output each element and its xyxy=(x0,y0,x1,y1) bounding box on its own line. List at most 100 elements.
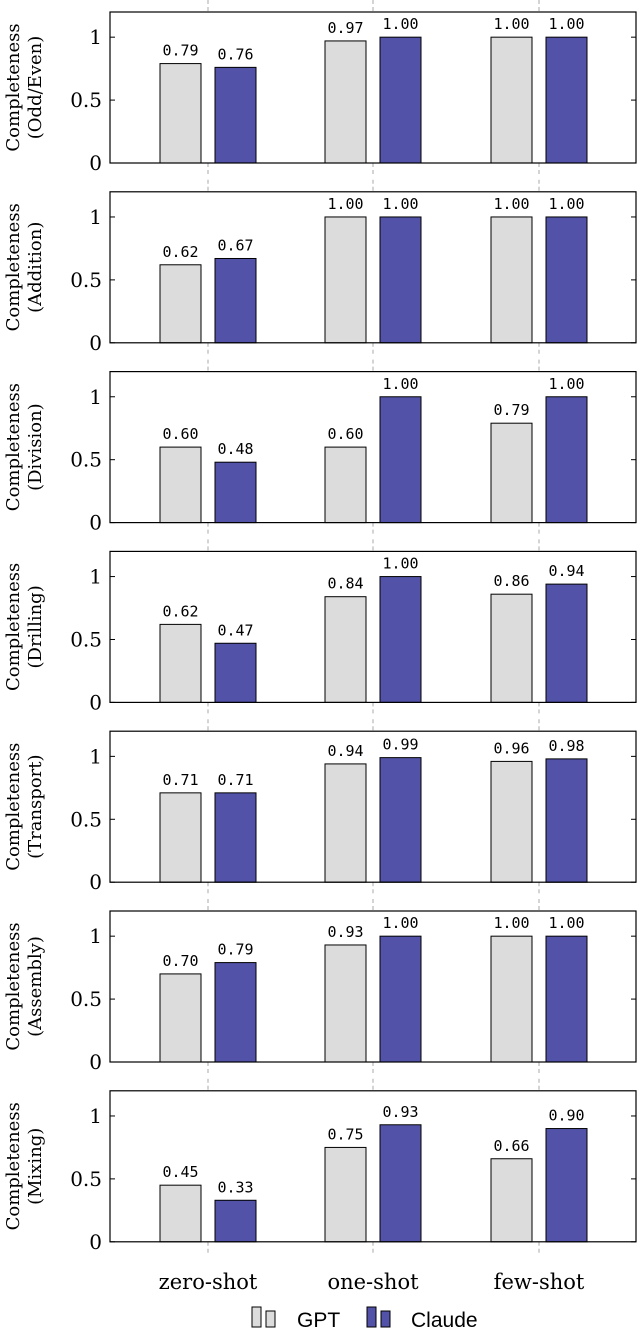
y-tick-label: 1 xyxy=(89,25,102,49)
data-label-claude-few-shot: 1.00 xyxy=(548,375,584,393)
bar-claude-one-shot xyxy=(379,396,422,524)
bar-gpt-zero-shot xyxy=(159,446,202,524)
data-label-claude-zero-shot: 0.47 xyxy=(217,621,253,639)
axes-frame xyxy=(109,11,637,164)
y-axis-label-line-2: (Transport) xyxy=(25,754,46,858)
y-tick-label: 0.5 xyxy=(70,987,102,1011)
y-axis-label-line-1: Completeness xyxy=(3,203,24,331)
bar-claude-one-shot xyxy=(379,36,422,164)
bar-claude-zero-shot xyxy=(214,642,257,703)
bar-claude-one-shot xyxy=(379,216,422,344)
y-tick-label: 0 xyxy=(89,690,102,714)
bar-claude-one-shot xyxy=(379,935,422,1063)
y-tick-label: 0 xyxy=(89,870,102,894)
x-tick-label-one-shot: one-shot xyxy=(327,1270,419,1294)
data-label-gpt-few-shot: 0.86 xyxy=(493,572,529,590)
axes-frame xyxy=(109,730,637,883)
legend-label-claude: Claude xyxy=(411,1309,478,1331)
y-axis-label-line-1: Completeness xyxy=(3,922,24,1050)
bar-claude-few-shot xyxy=(545,758,588,883)
data-label-gpt-few-shot: 1.00 xyxy=(493,914,529,932)
y-tick-label: 0.5 xyxy=(70,627,102,651)
data-label-gpt-one-shot: 0.97 xyxy=(327,19,363,37)
x-tick-label-few-shot: few-shot xyxy=(494,1270,585,1294)
data-label-gpt-one-shot: 0.75 xyxy=(327,1125,363,1143)
bar-gpt-one-shot xyxy=(324,944,367,1063)
data-label-gpt-few-shot: 1.00 xyxy=(493,195,529,213)
data-label-claude-few-shot: 0.98 xyxy=(548,737,584,755)
bar-gpt-one-shot xyxy=(324,596,367,703)
y-tick-label: 0 xyxy=(89,331,102,355)
legend-swatch-claude-b xyxy=(380,1310,391,1328)
y-tick-label: 0.5 xyxy=(70,268,102,292)
y-axis-label-line-1: Completeness xyxy=(3,23,24,151)
bar-gpt-few-shot xyxy=(490,593,533,703)
bar-gpt-few-shot xyxy=(490,36,533,164)
y-axis-label: Completeness(Odd/Even) xyxy=(3,23,46,151)
axes-frame xyxy=(109,1090,637,1243)
bar-claude-few-shot xyxy=(545,1128,588,1243)
y-tick-label: 1 xyxy=(89,205,102,229)
panel-3: 0.60 0.60 0.79 0.48 1.00 1.00 0 0.5 1 Completenes… xyxy=(3,359,637,535)
y-axis-label-line-1: Completeness xyxy=(3,1102,24,1230)
data-label-claude-one-shot: 1.00 xyxy=(382,375,418,393)
data-label-gpt-few-shot: 1.00 xyxy=(493,15,529,33)
y-tick-label: 0 xyxy=(89,511,102,535)
y-tick-label: 0 xyxy=(89,151,102,175)
y-axis-label-line-1: Completeness xyxy=(3,383,24,511)
data-label-claude-few-shot: 0.94 xyxy=(548,562,584,580)
y-tick-label: 0.5 xyxy=(70,807,102,831)
data-label-claude-one-shot: 1.00 xyxy=(382,15,418,33)
bar-gpt-one-shot xyxy=(324,216,367,344)
y-axis-label-line-2: (Division) xyxy=(25,403,46,491)
data-label-gpt-few-shot: 0.79 xyxy=(493,401,529,419)
y-tick-label: 1 xyxy=(89,565,102,589)
data-label-claude-one-shot: 1.00 xyxy=(382,195,418,213)
bar-gpt-zero-shot xyxy=(159,623,202,703)
data-label-gpt-one-shot: 0.93 xyxy=(327,923,363,941)
data-label-gpt-zero-shot: 0.62 xyxy=(162,602,198,620)
bar-gpt-few-shot xyxy=(490,1158,533,1243)
bar-claude-zero-shot xyxy=(214,1199,257,1243)
data-label-claude-one-shot: 0.99 xyxy=(382,736,418,754)
bar-gpt-one-shot xyxy=(324,763,367,883)
data-label-gpt-one-shot: 0.94 xyxy=(327,742,363,760)
data-label-gpt-zero-shot: 0.60 xyxy=(162,425,198,443)
data-label-claude-zero-shot: 0.76 xyxy=(217,45,253,63)
data-label-gpt-zero-shot: 0.70 xyxy=(162,952,198,970)
data-label-gpt-zero-shot: 0.71 xyxy=(162,771,198,789)
y-tick-label: 0.5 xyxy=(70,1167,102,1191)
data-label-claude-one-shot: 0.93 xyxy=(382,1103,418,1121)
y-axis-label-line-2: (Odd/Even) xyxy=(25,36,46,139)
y-axis-label-line-2: (Mixing) xyxy=(25,1128,46,1205)
panel-4: 0.62 0.84 0.86 0.47 1.00 0.94 0 0.5 1 Completenes… xyxy=(3,539,637,715)
data-label-claude-zero-shot: 0.79 xyxy=(217,941,253,959)
y-tick-label: 1 xyxy=(89,924,102,948)
bar-gpt-few-shot xyxy=(490,422,533,524)
y-axis-label-line-2: (Addition) xyxy=(25,222,46,313)
data-label-claude-zero-shot: 0.33 xyxy=(217,1178,253,1196)
axes-frame xyxy=(109,191,637,344)
data-label-gpt-zero-shot: 0.45 xyxy=(162,1163,198,1181)
y-axis-label: Completeness(Division) xyxy=(3,383,46,511)
y-tick-label: 1 xyxy=(89,744,102,768)
bar-claude-zero-shot xyxy=(214,461,257,524)
bar-claude-zero-shot xyxy=(214,962,257,1063)
data-label-claude-few-shot: 1.00 xyxy=(548,15,584,33)
data-label-claude-zero-shot: 0.71 xyxy=(217,771,253,789)
y-tick-label: 0 xyxy=(89,1230,102,1254)
axes-frame xyxy=(109,550,637,704)
data-label-gpt-zero-shot: 0.62 xyxy=(162,243,198,261)
data-label-gpt-one-shot: 0.60 xyxy=(327,425,363,443)
y-axis-label: Completeness(Mixing) xyxy=(3,1102,46,1230)
y-tick-label: 0.5 xyxy=(70,448,102,472)
y-axis-label: Completeness(Transport) xyxy=(3,743,46,871)
bar-gpt-zero-shot xyxy=(159,1184,202,1243)
y-tick-label: 0 xyxy=(89,1050,102,1074)
y-axis-label-line-2: (Assembly) xyxy=(25,936,46,1037)
y-tick-label: 1 xyxy=(89,385,102,409)
panel-6: 0.70 0.93 1.00 0.79 1.00 1.00 0 0.5 1 Completenes… xyxy=(3,899,637,1074)
y-tick-label: 1 xyxy=(89,1104,102,1128)
bar-gpt-zero-shot xyxy=(159,973,202,1063)
